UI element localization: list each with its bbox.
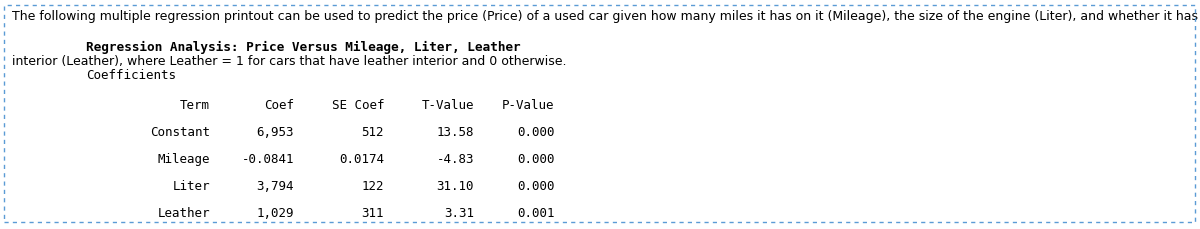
Text: P-Value: P-Value [502,98,554,112]
Text: 13.58: 13.58 [437,125,474,139]
Text: Coefficients: Coefficients [86,69,176,82]
Text: SE Coef: SE Coef [331,98,384,112]
Text: interior (Leather), where Leather = 1 for cars that have leather interior and 0 : interior (Leather), where Leather = 1 fo… [12,55,566,68]
Text: T-Value: T-Value [421,98,474,112]
Text: Constant: Constant [150,125,210,139]
Text: 3,794: 3,794 [257,180,294,193]
Text: Regression Analysis: Price Versus Mileage, Liter, Leather: Regression Analysis: Price Versus Mileag… [86,41,521,54]
Text: 0.0174: 0.0174 [340,153,384,166]
Text: 122: 122 [361,180,384,193]
Text: The following multiple regression printout can be used to predict the price (Pri: The following multiple regression printo… [12,10,1200,23]
Text: -4.83: -4.83 [437,153,474,166]
Text: 512: 512 [361,125,384,139]
Text: Liter: Liter [173,180,210,193]
Text: Mileage: Mileage [157,153,210,166]
Text: 31.10: 31.10 [437,180,474,193]
Text: -0.0841: -0.0841 [241,153,294,166]
Text: 0.000: 0.000 [517,180,554,193]
Text: Coef: Coef [264,98,294,112]
Text: 0.001: 0.001 [517,207,554,220]
Text: Leather: Leather [157,207,210,220]
Text: 0.000: 0.000 [517,153,554,166]
Text: 1,029: 1,029 [257,207,294,220]
Text: 3.31: 3.31 [444,207,474,220]
Text: Term: Term [180,98,210,112]
Text: 311: 311 [361,207,384,220]
Text: 6,953: 6,953 [257,125,294,139]
Text: 0.000: 0.000 [517,125,554,139]
